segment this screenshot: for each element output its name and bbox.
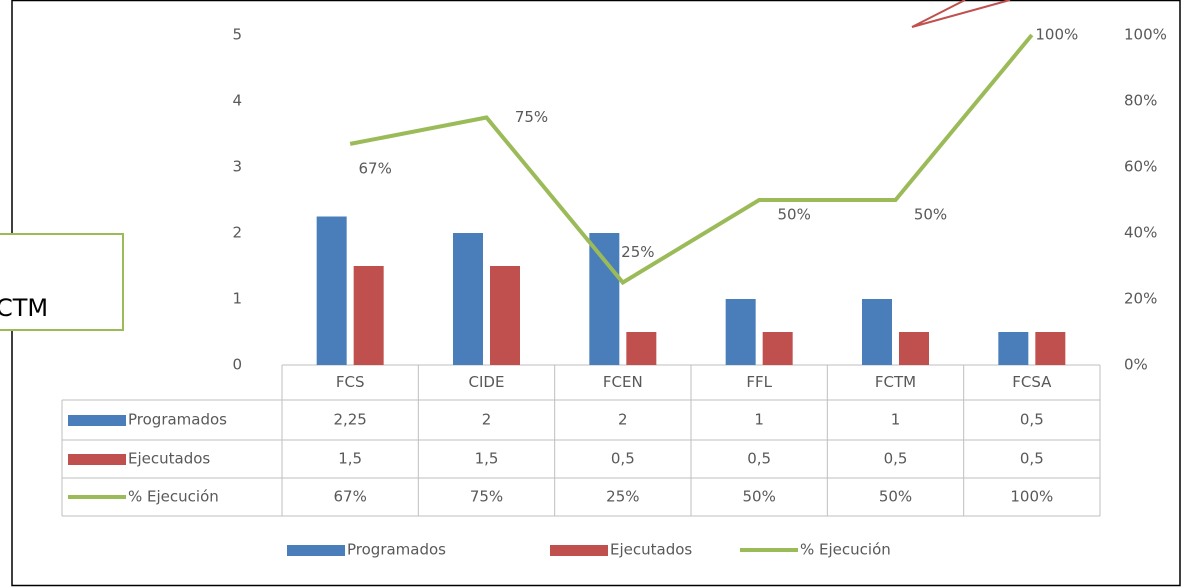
table-cell: 0,5 <box>747 450 771 468</box>
annotation: CTM <box>0 294 48 322</box>
table-cell: 1 <box>891 411 901 429</box>
y-tick-label: 2 <box>232 224 242 242</box>
bar <box>453 233 483 365</box>
table-cell: 2,25 <box>333 411 366 429</box>
legend-label: Programados <box>347 541 446 559</box>
data-label: 50% <box>777 206 810 224</box>
bar <box>626 332 657 365</box>
x-tick-label: CIDE <box>469 373 505 391</box>
bar <box>589 233 620 365</box>
table-row-label: % Ejecución <box>128 488 219 506</box>
bar <box>490 266 520 365</box>
legend-swatch <box>287 545 345 556</box>
data-label: 100% <box>1035 26 1078 44</box>
bar <box>862 299 892 365</box>
data-label: 67% <box>358 159 391 177</box>
x-tick-label: FCSA <box>1012 373 1052 391</box>
table-cell: 1,5 <box>475 450 499 468</box>
legend-label: % Ejecución <box>800 541 891 559</box>
bar <box>1035 332 1066 365</box>
table-cell: 100% <box>1010 488 1053 506</box>
y-tick-label: 4 <box>232 92 242 110</box>
bar <box>762 332 793 365</box>
legend-label: Ejecutados <box>610 541 692 559</box>
x-tick-label: FCS <box>336 373 365 391</box>
arrow <box>911 0 1011 28</box>
y-tick-label: 0 <box>232 356 242 374</box>
table-cell: 25% <box>606 488 639 506</box>
y2-tick-label: 0% <box>1124 356 1148 374</box>
table-cell: 0,5 <box>611 450 635 468</box>
x-tick-label: FCTM <box>875 373 916 391</box>
table-row-label: Ejecutados <box>128 450 210 468</box>
bar <box>316 216 347 365</box>
legend-swatch <box>68 415 126 426</box>
table-cell: 1 <box>754 411 764 429</box>
bar <box>899 332 929 365</box>
table-cell: 2 <box>618 411 628 429</box>
bar <box>353 266 384 365</box>
table-cell: 50% <box>742 488 775 506</box>
legend-swatch <box>68 454 126 465</box>
y-tick-label: 5 <box>232 26 242 44</box>
y-tick-label: 1 <box>232 290 242 308</box>
y2-tick-label: 20% <box>1124 290 1157 308</box>
bar <box>998 332 1029 365</box>
bar <box>725 299 756 365</box>
y2-tick-label: 80% <box>1124 92 1157 110</box>
data-label: 50% <box>914 206 947 224</box>
data-label: 25% <box>621 243 654 261</box>
table-cell: 67% <box>333 488 366 506</box>
table-cell: 50% <box>879 488 912 506</box>
table-cell: 0,5 <box>1020 450 1044 468</box>
y2-tick-label: 100% <box>1124 26 1167 44</box>
line <box>349 33 1034 286</box>
y2-tick-label: 60% <box>1124 158 1157 176</box>
annotation-box <box>0 233 124 331</box>
table-row-label: Programados <box>128 411 227 429</box>
table-cell: 2 <box>482 411 492 429</box>
table-cell: 0,5 <box>884 450 908 468</box>
table-cell: 75% <box>470 488 503 506</box>
data-label: 75% <box>515 108 548 126</box>
table-cell: 1,5 <box>338 450 362 468</box>
legend-swatch <box>550 545 608 556</box>
x-tick-label: FCEN <box>603 373 643 391</box>
y2-tick-label: 40% <box>1124 224 1157 242</box>
y-tick-label: 3 <box>232 158 242 176</box>
x-tick-label: FFL <box>746 373 772 391</box>
table-cell: 0,5 <box>1020 411 1044 429</box>
